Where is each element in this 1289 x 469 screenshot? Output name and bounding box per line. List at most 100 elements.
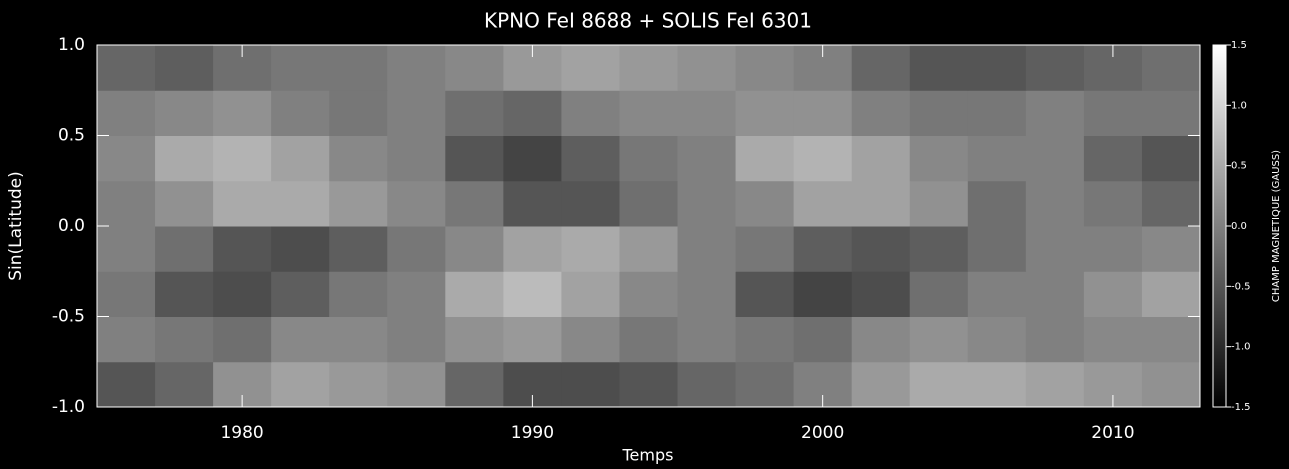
heatmap-cell <box>793 316 853 363</box>
heatmap-cell <box>677 135 737 182</box>
heatmap-cell <box>387 226 446 272</box>
heatmap-cell <box>619 90 679 136</box>
heatmap-cell <box>1141 226 1201 272</box>
heatmap-cell <box>909 316 969 363</box>
heatmap-cell <box>97 135 156 182</box>
heatmap-cell <box>155 135 214 182</box>
heatmap-cell <box>967 316 1027 363</box>
heatmap-cell <box>619 180 679 227</box>
heatmap-cell <box>851 361 911 408</box>
heatmap-cell <box>619 316 679 363</box>
heatmap-cell <box>1025 361 1085 408</box>
heatmap-cell <box>735 180 795 227</box>
heatmap-cell <box>213 90 272 136</box>
heatmap-cell <box>387 45 446 91</box>
heatmap-cell <box>735 135 795 182</box>
heatmap-cell <box>155 271 214 317</box>
heatmap-cell <box>271 180 330 227</box>
heatmap-cell <box>1025 316 1085 363</box>
heatmap-cell <box>909 226 969 272</box>
x-axis-label: Temps <box>622 446 674 465</box>
heatmap-cell <box>1141 361 1201 408</box>
heatmap-cell <box>909 271 969 317</box>
heatmap-cell <box>97 45 156 91</box>
heatmap-cell <box>561 316 620 363</box>
heatmap-cell <box>155 361 214 408</box>
heatmap-cell <box>155 45 214 91</box>
colorbar <box>1212 44 1227 408</box>
heatmap-cell <box>503 90 562 136</box>
x-tick-label: 1980 <box>220 423 263 443</box>
heatmap-cell <box>909 361 969 408</box>
heatmap-cell <box>793 226 853 272</box>
heatmap-cell <box>97 90 156 136</box>
heatmap-cell <box>329 316 388 363</box>
heatmap-cell <box>329 180 388 227</box>
heatmap-cell <box>1141 45 1201 91</box>
heatmap-cell <box>329 226 388 272</box>
heatmap-cell <box>561 45 620 91</box>
heatmap-cell <box>271 226 330 272</box>
heatmap-cell <box>619 226 679 272</box>
y-tick-label: -1.0 <box>52 397 85 417</box>
heatmap-cell <box>213 180 272 227</box>
heatmap-cell <box>1141 135 1201 182</box>
heatmap-cell <box>271 135 330 182</box>
heatmap-cell <box>967 361 1027 408</box>
heatmap-cell <box>561 361 620 408</box>
heatmap-cell <box>1083 271 1143 317</box>
heatmap-cell <box>735 90 795 136</box>
heatmap-cell <box>387 180 446 227</box>
heatmap-cell <box>967 90 1027 136</box>
colorbar-tick-label: 0.0 <box>1231 221 1247 232</box>
heatmap-cell <box>851 135 911 182</box>
heatmap-cell <box>1141 271 1201 317</box>
colorbar-tick-label: -0.5 <box>1231 281 1251 292</box>
heatmap-cell <box>561 180 620 227</box>
heatmap-cell <box>213 316 272 363</box>
y-tick-label: 0.0 <box>58 216 85 236</box>
heatmap-cell <box>213 226 272 272</box>
heatmap-cell <box>1025 226 1085 272</box>
heatmap-cell <box>445 90 504 136</box>
colorbar-tick-label: 0.5 <box>1231 161 1247 172</box>
heatmap-cell <box>445 45 504 91</box>
heatmap-cell <box>793 90 853 136</box>
heatmap-cell <box>1141 316 1201 363</box>
heatmap-cell <box>561 135 620 182</box>
heatmap-cell <box>677 180 737 227</box>
heatmap-cell <box>909 180 969 227</box>
colorbar-tick-label: -1.5 <box>1231 402 1251 413</box>
heatmap-cell <box>967 271 1027 317</box>
heatmap-cell <box>967 226 1027 272</box>
heatmap-cell <box>97 361 156 408</box>
heatmap-cell <box>967 135 1027 182</box>
heatmap-cell <box>851 316 911 363</box>
colorbar-tick-label: 1.0 <box>1231 100 1247 111</box>
heatmap-cell <box>1083 135 1143 182</box>
heatmap-cell <box>329 135 388 182</box>
heatmap-cell <box>677 271 737 317</box>
heatmap-cell <box>445 226 504 272</box>
heatmap-cell <box>1083 226 1143 272</box>
y-tick-label: 1.0 <box>58 35 85 55</box>
heatmap-cell <box>735 316 795 363</box>
heatmap-cell <box>1083 316 1143 363</box>
heatmap-cell <box>155 90 214 136</box>
heatmap-cell <box>271 45 330 91</box>
heatmap-cell <box>1025 135 1085 182</box>
heatmap-cell <box>445 180 504 227</box>
heatmap-cell <box>271 271 330 317</box>
heatmap-cell <box>503 226 562 272</box>
y-tick-label: -0.5 <box>52 307 85 327</box>
heatmap-cell <box>909 45 969 91</box>
heatmap-cell <box>155 226 214 272</box>
heatmap-cell <box>1025 271 1085 317</box>
heatmap-cell <box>619 271 679 317</box>
heatmap-cell <box>677 316 737 363</box>
heatmap-cell <box>735 361 795 408</box>
heatmap-cell <box>329 361 388 408</box>
heatmap-cell <box>213 135 272 182</box>
